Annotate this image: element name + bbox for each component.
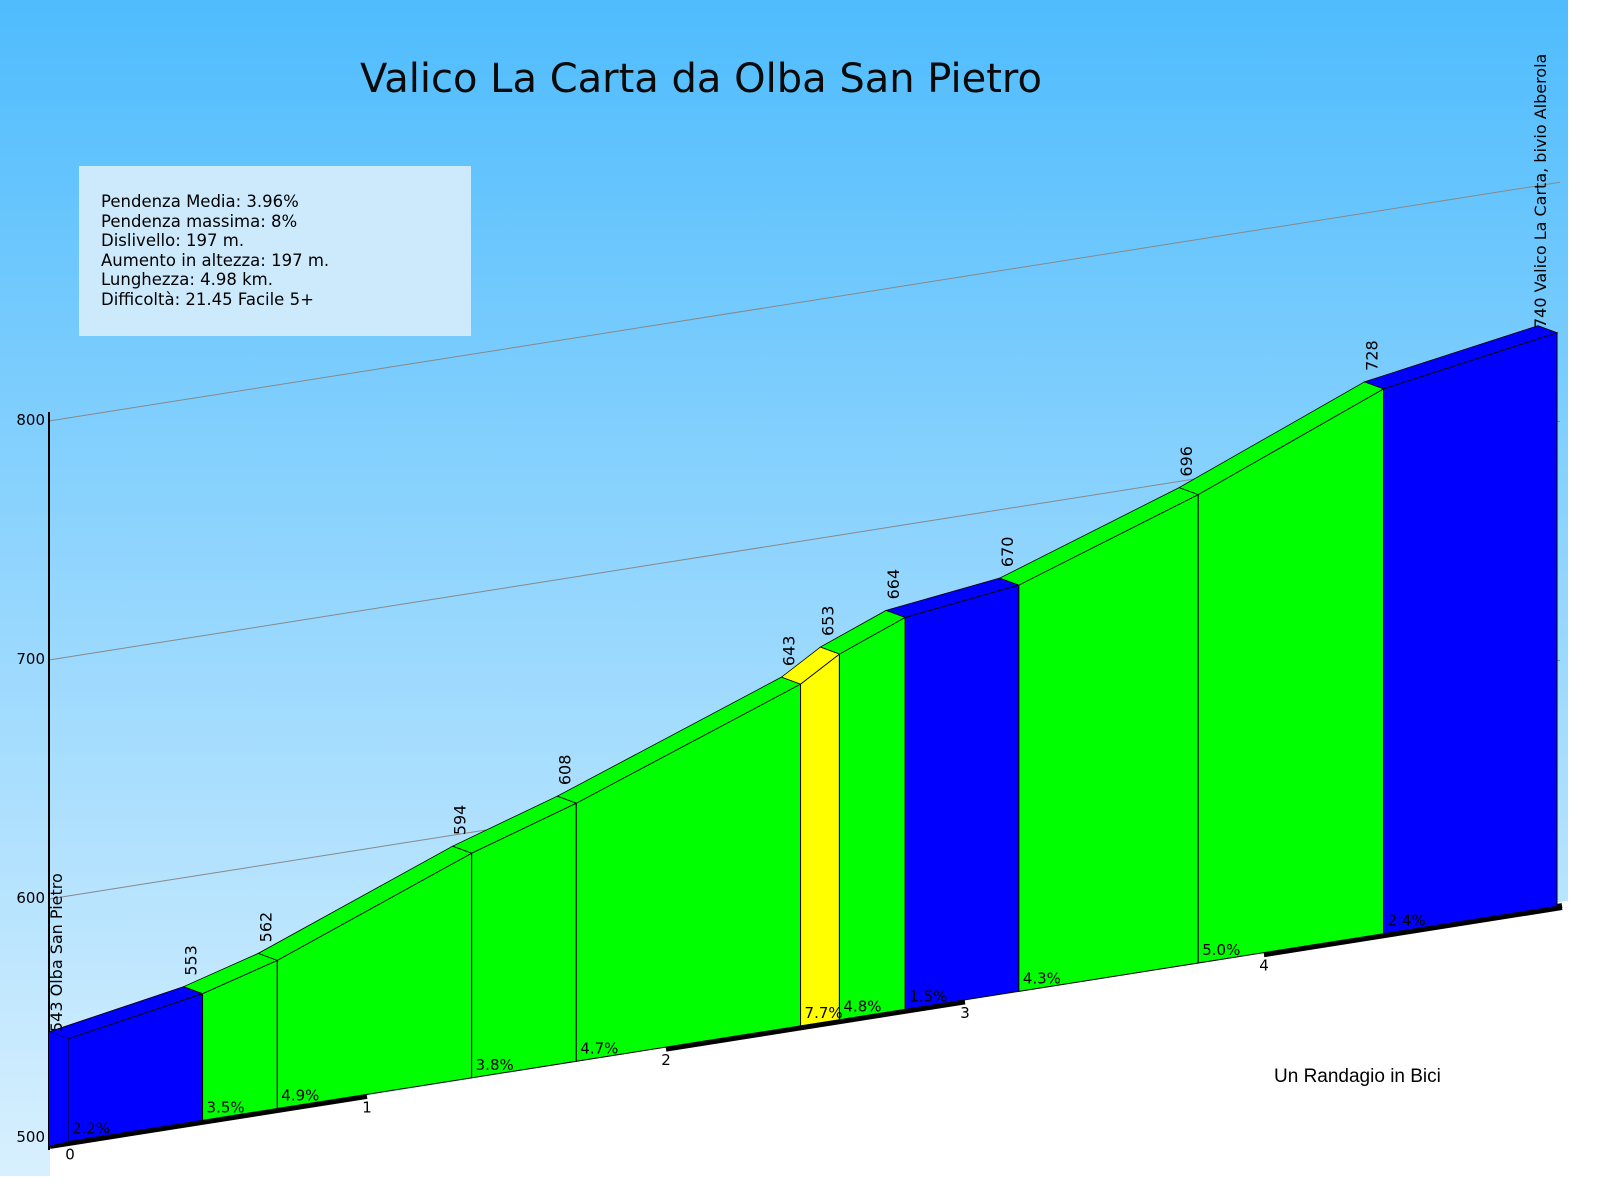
grade-label: 4.7%	[580, 1039, 618, 1057]
end-label: 740 Valico La Carta, bivio Alberola	[1531, 54, 1550, 328]
grade-label: 2.4%	[1388, 912, 1426, 930]
grade-label: 3.8%	[476, 1056, 514, 1074]
altitude-label: 553	[182, 945, 201, 976]
segment-6	[800, 653, 840, 1027]
altitude-label: 653	[818, 605, 837, 636]
ground-plane	[50, 900, 1568, 1176]
segment-8	[904, 584, 1020, 1010]
grade-label: 2.2%	[72, 1120, 110, 1138]
segment-side-face	[49, 1031, 68, 1146]
altitude-label: 643	[780, 636, 799, 667]
profile-chart: 500 600 700 800 0 1 2 3 4 2.2% 3.5% 4.9% 3.8% 4.7% 7.…	[0, 0, 1568, 1176]
x-tick-label: 2	[661, 1051, 671, 1069]
x-tick-label: 3	[960, 1004, 970, 1022]
altitude-label: 670	[998, 537, 1017, 568]
author-credit: Un Randagio in Bici	[1274, 1066, 1441, 1087]
stat-elevation-difference: Dislivello: 197 m.	[101, 231, 245, 251]
y-tick-label: 700	[16, 650, 45, 668]
stat-average-grade: Pendenza Media: 3.96%	[101, 192, 299, 211]
gridline-800	[48, 181, 1561, 422]
segment-7	[838, 616, 906, 1021]
segment-top-11	[1363, 325, 1559, 390]
y-tick-label: 500	[16, 1128, 45, 1146]
y-tick-label: 600	[16, 889, 45, 907]
stat-length: Lunghezza: 4.98 km.	[101, 270, 273, 290]
y-tick-label: 800	[16, 411, 45, 429]
x-tick-label: 0	[65, 1146, 75, 1164]
stat-difficulty: Difficoltà: 21.45 Facile 5+	[101, 289, 314, 309]
stat-elevation-gain: Aumento in altezza: 197 m.	[101, 250, 330, 270]
altitude-label: 608	[555, 755, 574, 786]
altitude-label: 594	[451, 805, 470, 836]
grade-label: 4.8%	[843, 998, 881, 1016]
stat-max-grade: Pendenza massima: 8%	[101, 211, 298, 231]
grade-label: 3.5%	[207, 1098, 245, 1116]
chart-title: Valico La Carta da Olba San Pietro	[360, 56, 1042, 102]
altitude-label: 728	[1363, 340, 1382, 371]
base-stripe	[665, 999, 966, 1052]
grade-label: 7.7%	[805, 1004, 843, 1022]
start-label: 543 Olba San Pietro	[47, 873, 66, 1032]
segment-11	[1383, 332, 1558, 935]
altitude-label: 664	[884, 569, 903, 600]
grade-label: 1.5%	[909, 987, 947, 1005]
elevation-profile-svg: 500 600 700 800 0 1 2 3 4 2.2% 3.5% 4.9% 3.8% 4.7% 7.…	[0, 0, 1568, 1176]
altitude-label: 696	[1177, 446, 1196, 477]
grade-label: 4.9%	[281, 1087, 319, 1105]
grade-label: 5.0%	[1202, 941, 1240, 959]
stats-panel: Pendenza Media: 3.96% Pendenza massima: …	[79, 166, 471, 336]
base-stripe	[49, 1093, 368, 1149]
grade-label: 4.3%	[1023, 969, 1061, 987]
x-tick-label: 1	[362, 1098, 372, 1116]
altitude-label: 562	[256, 912, 275, 943]
x-tick-label: 4	[1259, 957, 1269, 975]
